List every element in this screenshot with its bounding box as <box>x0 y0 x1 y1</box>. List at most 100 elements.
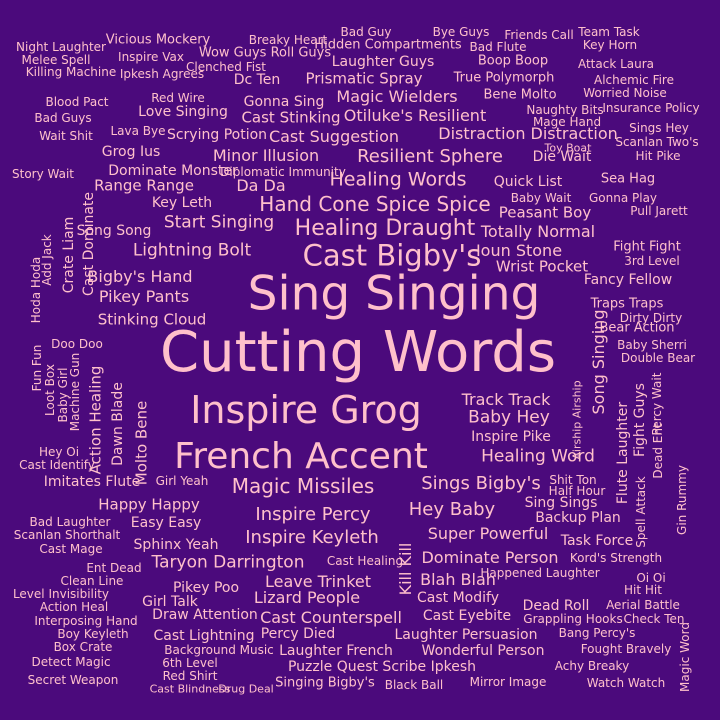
cloud-word: Crate Liam <box>61 216 77 294</box>
cloud-word: Cast Stinking <box>241 108 341 127</box>
cloud-word: Bad Flute <box>469 40 527 54</box>
cloud-word: Red Wire <box>151 91 205 105</box>
cloud-word: Sing Sings <box>524 495 598 511</box>
cloud-word: Bad Laughter <box>29 515 111 529</box>
cloud-word: Super Powerful <box>427 524 549 543</box>
cloud-word: Cast Counterspell <box>260 608 402 627</box>
cloud-word: Cast Identify <box>19 458 95 472</box>
cloud-word: Story Wait <box>11 167 75 181</box>
cloud-word: Imitates Flute <box>43 474 141 490</box>
cloud-word: Pikey Poo <box>172 580 240 596</box>
cloud-word: Laughter Persuasion <box>394 627 538 643</box>
cloud-word: Sings Bigby's <box>421 473 541 494</box>
cloud-word: Bene Molto <box>483 87 557 103</box>
cloud-word: Team Task <box>578 25 640 39</box>
cloud-word: Minor Illusion <box>212 146 320 165</box>
cloud-word: Percy Died <box>260 626 336 642</box>
cloud-word: Killing Machine <box>25 65 117 79</box>
cloud-word: Fight Fight <box>613 239 681 255</box>
cloud-word: French Accent <box>174 436 428 477</box>
cloud-word: Airship Airship <box>570 380 584 460</box>
cloud-word: Fun Fun <box>30 344 44 392</box>
cloud-word: Mirror Image <box>469 675 547 689</box>
cloud-word: Toy Boat <box>544 141 592 155</box>
cloud-word: Alchemic Fire <box>594 73 674 87</box>
cloud-word: Doo Doo <box>51 337 103 351</box>
cloud-word: Bye Guys <box>432 25 490 39</box>
cloud-word: Wait Shit <box>39 129 93 143</box>
cloud-word: Sphinx Yeah <box>133 537 219 553</box>
cloud-word: Cast Blindness <box>149 682 231 696</box>
cloud-word: Aerial Battle <box>606 598 680 612</box>
cloud-word: Friends Call <box>504 28 574 42</box>
cloud-word: Insurance Policy <box>602 101 700 115</box>
cloud-word: Cutting Words <box>159 320 557 385</box>
cloud-word: Add Jack <box>40 234 54 286</box>
cloud-word: Oi Oi <box>636 571 666 585</box>
cloud-word: Watch Watch <box>586 676 666 690</box>
cloud-word: Cast Eyebite <box>422 608 512 624</box>
cloud-word: Fancy Fellow <box>583 272 673 288</box>
cloud-word: Cast Bigby's <box>302 238 482 273</box>
cloud-word: Breaky Heart <box>248 33 328 47</box>
cloud-word: Baby Hey <box>468 407 550 428</box>
cloud-word: Clean Line <box>60 574 124 588</box>
cloud-word: Hit Hit <box>624 583 662 597</box>
cloud-word: Attack Laura <box>577 57 655 71</box>
cloud-word: Dc Ten <box>233 72 281 88</box>
cloud-word: Wow Guys Roll Guys <box>198 45 332 61</box>
cloud-word: Bang Percy's <box>558 626 636 640</box>
cloud-word: Leave Trinket <box>264 572 372 591</box>
cloud-word: Die Wait <box>532 149 592 165</box>
cloud-word: Kill Kill <box>396 542 415 596</box>
cloud-word: Girl Talk <box>142 594 198 610</box>
cloud-word: Detect Magic <box>31 655 111 669</box>
cloud-word: Half Hour <box>548 484 606 498</box>
cloud-word: Grappling Hooks <box>523 612 623 626</box>
cloud-word: Healing Draught <box>294 216 476 241</box>
cloud-word: Bad Guys <box>34 111 92 125</box>
cloud-word: Backup Plan <box>535 510 621 526</box>
cloud-word: Distraction Distraction <box>438 124 618 143</box>
cloud-word: Grog Ius <box>101 144 161 160</box>
cloud-word: Boy Keyleth <box>57 627 129 641</box>
cloud-word: Machine Gun <box>68 352 82 432</box>
cloud-word: Sings Hey <box>629 121 689 135</box>
cloud-word: Gonna Play <box>588 191 658 205</box>
cloud-word: True Polymorph <box>453 70 555 86</box>
cloud-word: Key Leth <box>151 195 213 211</box>
cloud-word: Stinking Cloud <box>97 310 207 329</box>
cloud-word: Happened Laughter <box>480 566 600 580</box>
cloud-word: Bigby's Hand <box>87 267 193 286</box>
cloud-word: Flute Laughter <box>615 401 631 505</box>
cloud-word: Cast Suggestion <box>268 127 400 146</box>
cloud-word: Pull Jarett <box>630 204 688 218</box>
cloud-word: Mage Hand <box>532 115 602 129</box>
cloud-word: Secret Weapon <box>27 673 119 687</box>
cloud-word: Start Singing <box>163 212 275 233</box>
cloud-word: Taryon Darrington <box>151 552 305 573</box>
cloud-word: Cast Mage <box>39 542 103 556</box>
cloud-word: Dead Roll <box>522 598 590 614</box>
cloud-word: Gin Rummy <box>675 465 689 535</box>
cloud-word: Box Crate <box>53 640 113 654</box>
cloud-word: Inspire Keyleth <box>245 527 379 548</box>
cloud-word: Healing Words <box>329 168 467 191</box>
cloud-word: Baby Sherri <box>617 338 687 352</box>
cloud-word: Scanlan Shorthalt <box>13 528 121 542</box>
cloud-word: Inspire Pike <box>471 429 551 445</box>
cloud-word: Puzzle Quest Scribe Ipkesh <box>287 659 477 675</box>
cloud-word: Sea Hag <box>600 171 656 187</box>
cloud-word: Key Horn <box>582 38 638 52</box>
cloud-word: Bad Guy <box>340 25 392 39</box>
cloud-word: Traps Traps <box>590 296 664 312</box>
cloud-word: Wrist Pocket <box>495 257 589 276</box>
cloud-word: Lizard People <box>253 588 361 607</box>
cloud-word: Love Singing <box>138 104 228 120</box>
cloud-word: Da Da <box>236 176 286 195</box>
cloud-word: Gonna Sing <box>243 94 325 110</box>
cloud-word: Inspire Vax <box>118 50 184 64</box>
cloud-word: Draw Attention <box>152 607 258 623</box>
cloud-word: Achy Breaky <box>554 659 630 673</box>
cloud-word: Hand Cone Spice Spice <box>259 192 491 216</box>
